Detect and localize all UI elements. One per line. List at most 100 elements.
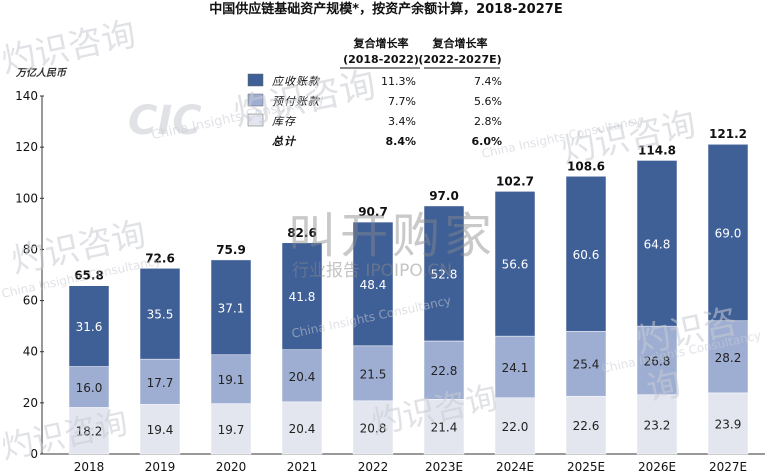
bar-value-label: 26.8 xyxy=(644,354,671,368)
legend-swatch xyxy=(247,73,264,87)
y-tick-label: 0 xyxy=(30,447,38,461)
legend-cagr-value: 7.7% xyxy=(388,95,416,108)
legend-col2-header: 复合增长率 xyxy=(432,36,488,50)
bar-value-label: 25.4 xyxy=(573,358,600,372)
bar-segment xyxy=(565,331,607,397)
bar-segment xyxy=(707,144,749,322)
legend-swatch xyxy=(247,113,264,127)
legend-cagr-value: 11.3% xyxy=(381,75,416,88)
x-tick-label: 2019 xyxy=(145,460,176,474)
x-tick-label: 2021 xyxy=(287,460,318,474)
y-tick-label: 60 xyxy=(23,294,38,308)
x-tick-label: 2027E xyxy=(709,460,747,474)
bar-total-label: 121.2 xyxy=(709,127,747,141)
bar-total-label: 82.6 xyxy=(287,226,317,240)
legend-cagr-value: 6.0% xyxy=(471,135,502,148)
bar-segment xyxy=(636,394,678,455)
bar-value-label: 22.8 xyxy=(431,364,458,378)
legend-cagr-value: 7.4% xyxy=(474,75,502,88)
x-tick-label: 2026E xyxy=(638,460,676,474)
bar-total-label: 97.0 xyxy=(429,189,459,203)
x-tick-label: 2022 xyxy=(358,460,389,474)
legend-label: 库存 xyxy=(272,115,297,128)
legend-label: 预付账款 xyxy=(272,95,321,108)
bar-segment xyxy=(636,325,678,395)
bar-segment xyxy=(281,349,323,403)
legend-col2-header: (2022-2027E) xyxy=(418,53,501,66)
bar-value-label: 56.6 xyxy=(502,258,529,272)
bar-segment xyxy=(210,259,252,356)
y-tick-label: 40 xyxy=(23,345,38,359)
y-tick-label: 20 xyxy=(23,396,38,410)
x-tick-label: 2023E xyxy=(425,460,463,474)
bar-value-label: 24.1 xyxy=(502,361,529,375)
x-tick-label: 2020 xyxy=(216,460,247,474)
bar-value-label: 35.5 xyxy=(147,308,174,322)
bar-value-label: 41.8 xyxy=(289,290,316,304)
bar-segment xyxy=(139,404,181,455)
bar-total-label: 102.7 xyxy=(496,174,534,188)
y-tick-label: 80 xyxy=(23,242,38,256)
bar-value-label: 18.2 xyxy=(76,425,103,439)
bar-value-label: 19.1 xyxy=(218,373,245,387)
bar-segment xyxy=(139,358,181,405)
bar-value-label: 17.7 xyxy=(147,376,174,390)
bar-segment xyxy=(565,176,607,332)
bar-value-label: 52.8 xyxy=(431,267,458,281)
bar-value-label: 48.4 xyxy=(360,278,387,292)
legend-swatch xyxy=(247,93,264,107)
bar-segment xyxy=(281,401,323,455)
bar-value-label: 31.6 xyxy=(76,320,103,334)
bar-value-label: 16.0 xyxy=(76,381,103,395)
y-tick-label: 120 xyxy=(15,140,38,154)
bar-total-label: 75.9 xyxy=(216,243,246,257)
legend-col1-header: 复合增长率 xyxy=(353,36,409,50)
bar-value-label: 60.6 xyxy=(573,248,600,262)
legend-cagr-value: 5.6% xyxy=(474,95,502,108)
y-tick-label: 100 xyxy=(15,191,38,205)
bar-segment xyxy=(210,354,252,404)
x-tick-label: 2025E xyxy=(567,460,605,474)
x-tick-label: 2024E xyxy=(496,460,534,474)
bar-value-label: 23.9 xyxy=(715,417,742,431)
legend-label: 总计 xyxy=(272,135,297,148)
bar-segment xyxy=(494,335,536,398)
bar-segment xyxy=(565,395,607,455)
bar-value-label: 22.6 xyxy=(573,419,600,433)
bar-value-label: 23.2 xyxy=(644,418,671,432)
bar-value-label: 19.7 xyxy=(218,423,245,437)
legend-cagr-value: 3.4% xyxy=(388,115,416,128)
legend-col1-header: (2018-2022) xyxy=(343,53,419,66)
bar-value-label: 20.8 xyxy=(360,421,387,435)
bar-value-label: 20.4 xyxy=(289,422,316,436)
chart-title: 中国供应链基础资产规模*，按资产余额计算，2018-2027E xyxy=(209,1,562,17)
bar-segment xyxy=(352,400,394,455)
bar-segment xyxy=(68,285,110,367)
bar-segment xyxy=(707,320,749,394)
bar-segment xyxy=(423,399,465,455)
x-tick-label: 2018 xyxy=(74,460,105,474)
bar-value-label: 28.2 xyxy=(715,351,742,365)
bar-value-label: 21.5 xyxy=(360,367,387,381)
bar-value-label: 22.0 xyxy=(502,420,529,434)
bar-value-label: 69.0 xyxy=(715,227,742,241)
bar-value-label: 20.4 xyxy=(289,370,316,384)
unit-label: 万亿人民币 xyxy=(15,67,68,79)
bar-segment xyxy=(707,392,749,455)
bar-total-label: 90.7 xyxy=(358,205,388,219)
legend-cagr-value: 8.4% xyxy=(385,135,416,148)
bar-value-label: 64.8 xyxy=(644,237,671,251)
bar-value-label: 21.4 xyxy=(431,421,458,435)
bar-value-label: 37.1 xyxy=(218,301,245,315)
bar-segment xyxy=(281,242,323,350)
legend-label: 应收账款 xyxy=(272,75,321,88)
bar-segment xyxy=(636,160,678,327)
bar-segment xyxy=(423,340,465,400)
bar-segment xyxy=(210,403,252,455)
bar-segment xyxy=(68,366,110,408)
bar-total-label: 108.6 xyxy=(567,159,605,173)
bar-total-label: 65.8 xyxy=(74,269,104,283)
bar-segment xyxy=(423,205,465,342)
bar-segment xyxy=(139,268,181,360)
legend-cagr-value: 2.8% xyxy=(474,115,502,128)
